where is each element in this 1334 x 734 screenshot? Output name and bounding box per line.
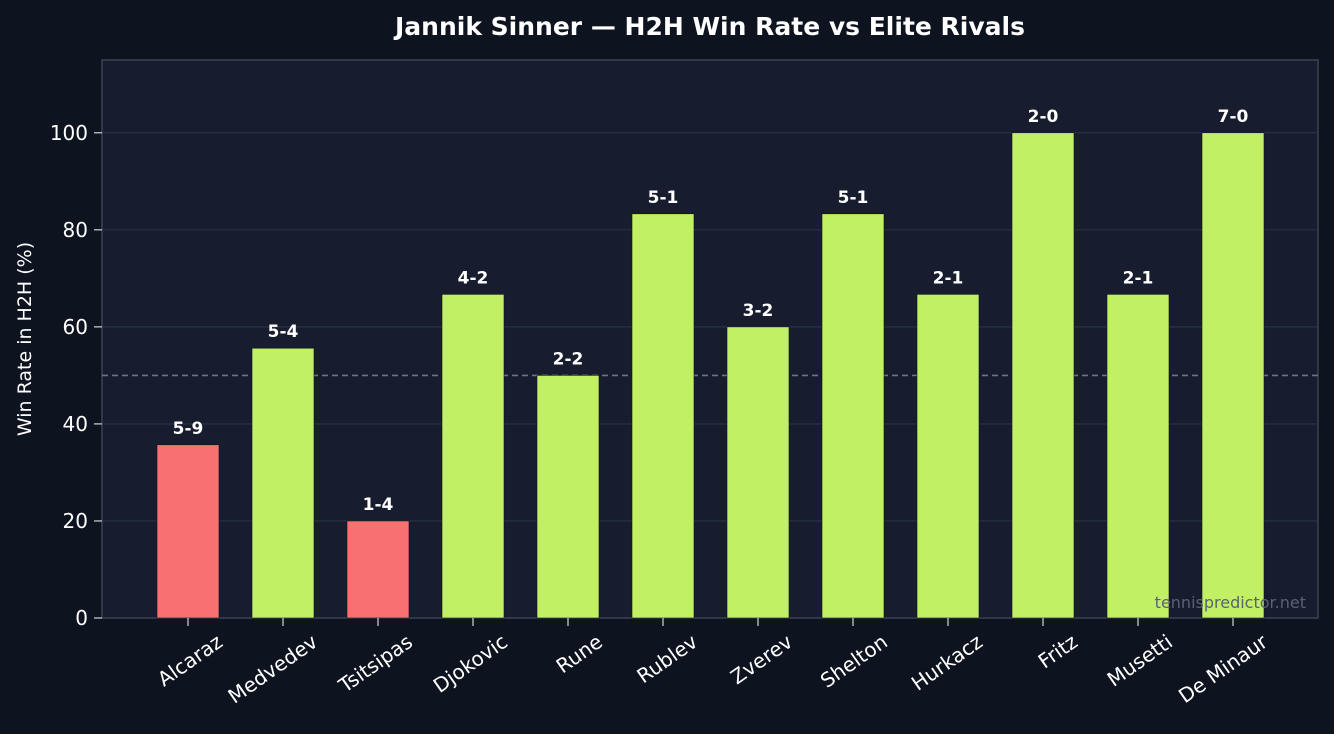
bar-rune bbox=[536, 375, 600, 619]
bar-value-label: 3-2 bbox=[743, 301, 774, 321]
y-tick-label: 60 bbox=[63, 315, 88, 339]
y-axis-label: Win Rate in H2H (%) bbox=[14, 242, 36, 436]
bar-alcaraz bbox=[156, 444, 220, 619]
x-tick-label: Medvedev bbox=[224, 629, 322, 708]
y-tick-label: 40 bbox=[63, 412, 88, 436]
bar-value-label: 4-2 bbox=[458, 268, 489, 288]
bar-value-label: 7-0 bbox=[1218, 107, 1249, 127]
bar-fritz bbox=[1011, 132, 1075, 619]
watermark: tennispredictor.net bbox=[1155, 593, 1306, 612]
bar-value-label: 5-4 bbox=[268, 322, 299, 342]
bar-medvedev bbox=[251, 347, 315, 619]
x-tick-label: Zverev bbox=[726, 629, 797, 689]
x-tick-label: Djokovic bbox=[429, 629, 512, 697]
x-tick-label: Hurkacz bbox=[907, 629, 987, 695]
bar-djokovic bbox=[441, 294, 505, 619]
bar-value-label: 2-2 bbox=[553, 349, 584, 369]
bar-value-label: 5-1 bbox=[838, 188, 869, 208]
bar-value-label: 2-0 bbox=[1028, 107, 1059, 127]
bar-rublev bbox=[631, 213, 695, 619]
y-tick-label: 100 bbox=[50, 121, 88, 145]
x-tick-label: Shelton bbox=[816, 629, 892, 692]
bar-value-label: 5-1 bbox=[648, 188, 679, 208]
bars bbox=[156, 132, 1265, 619]
y-tick-label: 80 bbox=[63, 218, 88, 242]
y-tick-label: 0 bbox=[75, 606, 88, 630]
x-tick-label: Fritz bbox=[1034, 629, 1082, 673]
bar-labels: 5-9 5-4 1-4 4-2 2-2 5-1 3-2 5-1 2-1 2-0 2-1 7-0 bbox=[173, 107, 1249, 515]
bar-value-label: 2-1 bbox=[1123, 268, 1154, 288]
bar-zverev bbox=[726, 326, 790, 619]
x-tick-label: Musetti bbox=[1103, 629, 1177, 691]
bar-value-label: 5-9 bbox=[173, 419, 204, 439]
bar-value-label: 1-4 bbox=[363, 495, 394, 515]
y-tick-label: 20 bbox=[63, 509, 88, 533]
x-tick-label: Tsitsipas bbox=[333, 629, 416, 697]
bar-hurkacz bbox=[916, 294, 980, 619]
bar-shelton bbox=[821, 213, 885, 619]
bar-musetti bbox=[1106, 294, 1170, 619]
x-tick-label: Rune bbox=[552, 629, 607, 678]
x-tick-label: Alcaraz bbox=[153, 629, 227, 691]
bar-de-minaur bbox=[1201, 132, 1265, 619]
bar-value-label: 2-1 bbox=[933, 268, 964, 288]
bar-tsitsipas bbox=[346, 520, 410, 619]
x-tick-label: De Minaur bbox=[1174, 629, 1273, 708]
y-axis: 0 20 40 60 80 100 bbox=[50, 121, 102, 630]
x-tick-label: Rublev bbox=[632, 629, 702, 688]
chart-title: Jannik Sinner — H2H Win Rate vs Elite Ri… bbox=[393, 12, 1025, 41]
